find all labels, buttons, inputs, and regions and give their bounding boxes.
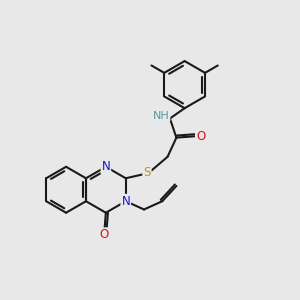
Text: S: S: [143, 167, 151, 179]
Text: NH: NH: [153, 110, 169, 121]
Text: N: N: [122, 195, 130, 208]
Text: O: O: [196, 130, 205, 143]
Text: N: N: [101, 160, 110, 173]
Text: O: O: [100, 228, 109, 241]
